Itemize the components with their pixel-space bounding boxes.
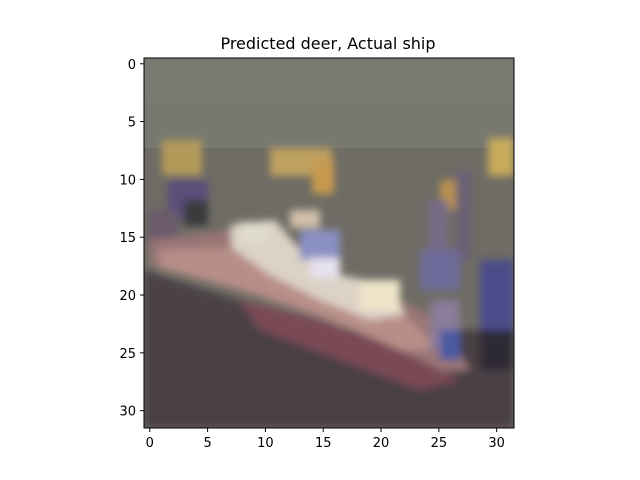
y-tick-label: 25	[119, 347, 136, 362]
y-tick-label: 15	[119, 231, 136, 246]
y-tick-label: 20	[119, 289, 136, 304]
y-axis: 0 5 10 15 20 25 30	[119, 58, 144, 420]
photo-image	[144, 58, 514, 428]
x-tick-label: 20	[373, 436, 390, 451]
y-tick-label: 30	[119, 405, 136, 420]
x-tick-label: 5	[203, 436, 211, 451]
x-tick-label: 30	[488, 436, 505, 451]
image-frame	[143, 57, 515, 429]
y-tick-label: 10	[119, 173, 136, 188]
x-axis: 0 5 10 15 20 25 30	[146, 428, 505, 451]
photo-content	[144, 138, 514, 428]
x-tick-label: 0	[146, 436, 154, 451]
x-tick-label: 15	[315, 436, 332, 451]
x-tick-label: 10	[257, 436, 274, 451]
x-tick-label: 25	[431, 436, 448, 451]
figure-title: Predicted deer, Actual ship	[220, 34, 435, 53]
y-tick-label: 0	[128, 58, 136, 73]
y-tick-label: 5	[128, 116, 136, 131]
